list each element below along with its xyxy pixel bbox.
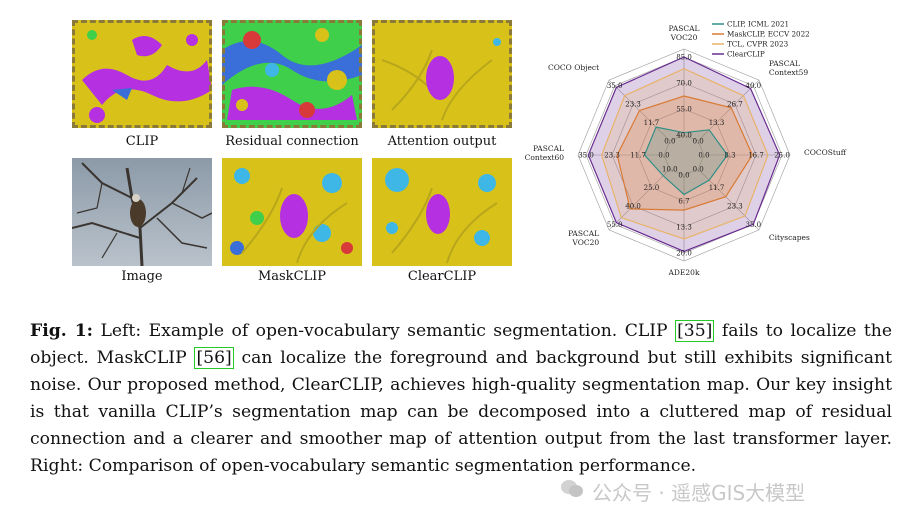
axis-6-tick-0: 0.0 bbox=[658, 152, 669, 160]
axis-label-2: COCOStuff bbox=[804, 148, 847, 157]
axis-5-tick-0: 10.0 bbox=[662, 166, 678, 174]
caption-fig-label: Fig. 1: bbox=[30, 321, 94, 341]
radar-chart: 40.055.070.085.00.013.326.740.00.0 8.3 16.… bbox=[525, 20, 847, 278]
caption-text-2: fails to localize the object. MaskCLIP bbox=[30, 321, 892, 368]
axis-label-0: PASCAL VOC20 bbox=[668, 24, 699, 42]
axis-2-tick-3: 25.0 bbox=[774, 152, 790, 160]
legend-label-0: CLIP, ICML 2021 bbox=[727, 20, 789, 29]
grid-spoke-1 bbox=[697, 79, 760, 142]
axis-2-tick-2: 16.7 bbox=[748, 152, 764, 160]
input-image-thumb bbox=[72, 158, 212, 266]
thumb-label-maskclip: MaskCLIP bbox=[257, 269, 327, 284]
axis-3-tick-1: 11.7 bbox=[709, 184, 725, 192]
axis-0-tick-0: 40.0 bbox=[676, 132, 692, 140]
caption-text-1: Left: Example of open-vocabulary semanti… bbox=[93, 321, 676, 341]
caption-text-3: can localize the foreground and backgrou… bbox=[30, 348, 892, 476]
series-polygon-3 bbox=[587, 56, 781, 253]
thumb-label-clearclip: ClearCLIP bbox=[407, 269, 477, 284]
figure-caption: Fig. 1: Left: Example of open-vocabulary… bbox=[30, 318, 892, 480]
axis-label-7: COCO Object bbox=[548, 63, 599, 72]
axis-6-tick-1: 11.7 bbox=[630, 152, 646, 160]
axis-4-tick-3: 20.0 bbox=[676, 250, 692, 258]
axis-label-6: PASCAL Context60 bbox=[525, 144, 565, 162]
thumb-label-clip: CLIP bbox=[125, 134, 159, 149]
clip-segmentation-thumb bbox=[72, 20, 212, 128]
citation-link-35[interactable]: [35] bbox=[675, 320, 715, 342]
axis-1-tick-0: 0.0 bbox=[693, 137, 704, 145]
axis-4-tick-0: 0.0 bbox=[678, 172, 689, 180]
grid-spoke-5 bbox=[608, 168, 671, 231]
axis-0-tick-3: 85.0 bbox=[676, 54, 692, 62]
axis-5-tick-1: 25.0 bbox=[644, 184, 660, 192]
axis-3-tick-0: 0.0 bbox=[693, 166, 704, 174]
legend-label-3: ClearCLIP bbox=[727, 50, 765, 59]
maskclip-thumb bbox=[222, 158, 362, 266]
clearclip-thumb bbox=[372, 158, 512, 266]
series-polygon-1 bbox=[616, 95, 754, 211]
axis-1-tick-2: 26.7 bbox=[727, 101, 743, 109]
axis-4-tick-1: 6.7 bbox=[678, 198, 689, 206]
axis-7-tick-2: 23.3 bbox=[625, 101, 641, 109]
radar-ticks: 40.055.070.085.00.013.326.740.00.0 8.3 16.… bbox=[578, 54, 790, 258]
wechat-icon bbox=[561, 480, 583, 497]
thumb-label-image: Image bbox=[121, 269, 163, 284]
legend-label-2: TCL, CVPR 2023 bbox=[727, 40, 789, 49]
radar-axis-labels: PASCAL VOC20 PASCAL Context59 COCOStuff Citys… bbox=[525, 24, 847, 277]
axis-6-tick-2: 23.3 bbox=[604, 152, 620, 160]
axis-1-tick-3: 40.0 bbox=[745, 82, 761, 90]
attention-output-thumb bbox=[372, 20, 512, 128]
axis-7-tick-0: 0.0 bbox=[664, 137, 675, 145]
series-polygon-0 bbox=[643, 126, 729, 196]
axis-3-tick-2: 23.3 bbox=[727, 202, 743, 210]
axis-label-3: Cityscapes bbox=[769, 233, 810, 242]
axis-label-1: PASCAL Context59 bbox=[769, 59, 809, 77]
thumb-label-residual-connection: Residual connection bbox=[225, 134, 359, 149]
axis-2-tick-0: 0.0 bbox=[698, 152, 709, 160]
legend-label-1: MaskCLIP, ECCV 2022 bbox=[727, 30, 810, 39]
radar-grid bbox=[577, 48, 791, 262]
axis-label-4: ADE20k bbox=[668, 268, 700, 277]
axis-6-tick-3: 35.0 bbox=[578, 152, 594, 160]
axis-0-tick-1: 55.0 bbox=[676, 106, 692, 114]
grid-spoke-3 bbox=[697, 168, 760, 231]
axis-4-tick-2: 13.3 bbox=[676, 224, 692, 232]
radar-series bbox=[587, 56, 781, 253]
axis-5-tick-2: 40.0 bbox=[625, 202, 641, 210]
residual-connection-thumb bbox=[222, 20, 362, 128]
axis-7-tick-1: 11.7 bbox=[644, 119, 660, 127]
citation-link-56[interactable]: [56] bbox=[194, 347, 234, 369]
axis-2-tick-1: 8.3 bbox=[724, 152, 735, 160]
watermark-text: 公众号 · 遥感GIS大模型 bbox=[592, 481, 806, 505]
axis-3-tick-3: 35.0 bbox=[745, 221, 761, 229]
axis-0-tick-2: 70.0 bbox=[676, 80, 692, 88]
axis-label-5: PASCAL VOC20 bbox=[568, 229, 599, 247]
axis-1-tick-1: 13.3 bbox=[709, 119, 725, 127]
axis-5-tick-3: 55.0 bbox=[607, 221, 623, 229]
axis-7-tick-3: 35.0 bbox=[607, 82, 623, 90]
thumb-label-attention-output: Attention output bbox=[387, 134, 497, 149]
